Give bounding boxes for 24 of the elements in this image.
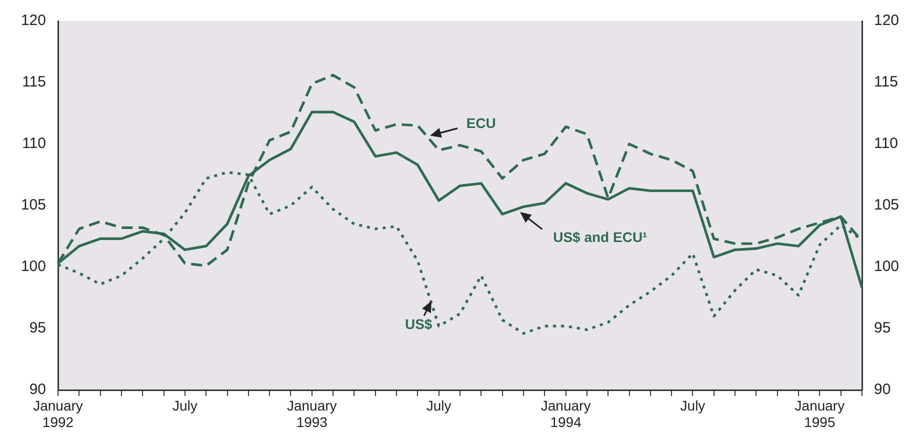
y2-tick-label: 95 bbox=[874, 320, 891, 337]
x-tick-label: July bbox=[172, 397, 198, 414]
y-tick-label: 120 bbox=[20, 12, 46, 30]
y-tick-label: 105 bbox=[20, 196, 46, 214]
y-tick-label: 110 bbox=[22, 135, 46, 152]
x-tick-label: January 1995 bbox=[794, 397, 845, 430]
x-tick-label: January 1994 bbox=[540, 397, 591, 430]
y-tick-label: 115 bbox=[22, 74, 46, 91]
series-label: US$ and ECU¹ bbox=[553, 228, 648, 246]
y2-tick-label: 105 bbox=[874, 196, 900, 214]
series-label: US$ bbox=[404, 314, 432, 333]
y-tick-label: 95 bbox=[29, 320, 46, 337]
x-tick-label: July bbox=[680, 397, 706, 414]
y-tick-label: 100 bbox=[20, 258, 46, 276]
y-tick-label: 90 bbox=[29, 381, 46, 398]
x-tick-label: January 1992 bbox=[33, 397, 83, 430]
series-label: ECU bbox=[466, 114, 496, 132]
x-tick-label: July bbox=[426, 397, 452, 414]
x-tick-label: January 1993 bbox=[286, 397, 337, 430]
y2-tick-label: 100 bbox=[874, 258, 900, 276]
y2-tick-label: 115 bbox=[874, 74, 898, 91]
y2-tick-label: 90 bbox=[874, 381, 891, 398]
y2-tick-label: 110 bbox=[874, 135, 898, 152]
y2-tick-label: 120 bbox=[874, 12, 900, 30]
